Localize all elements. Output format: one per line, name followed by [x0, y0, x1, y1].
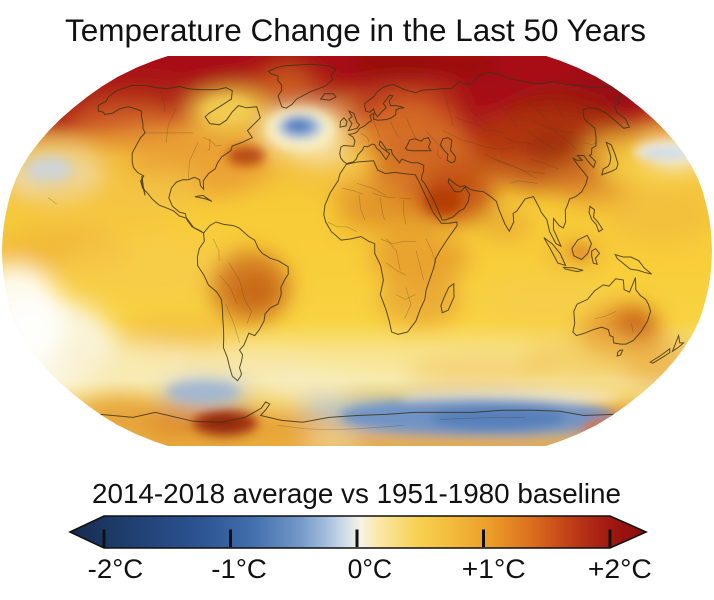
svg-text:-1°C: -1°C — [211, 553, 266, 584]
svg-text:0°C: 0°C — [348, 553, 393, 584]
svg-text:+1°C: +1°C — [462, 553, 526, 584]
svg-text:-2°C: -2°C — [88, 553, 144, 584]
svg-text:Temperature Change in the Last: Temperature Change in the Last 50 Years — [65, 12, 646, 48]
svg-text:+2°C: +2°C — [588, 553, 652, 584]
svg-text:2014-2018 average vs 1951-1980: 2014-2018 average vs 1951-1980 baseline — [92, 478, 621, 509]
